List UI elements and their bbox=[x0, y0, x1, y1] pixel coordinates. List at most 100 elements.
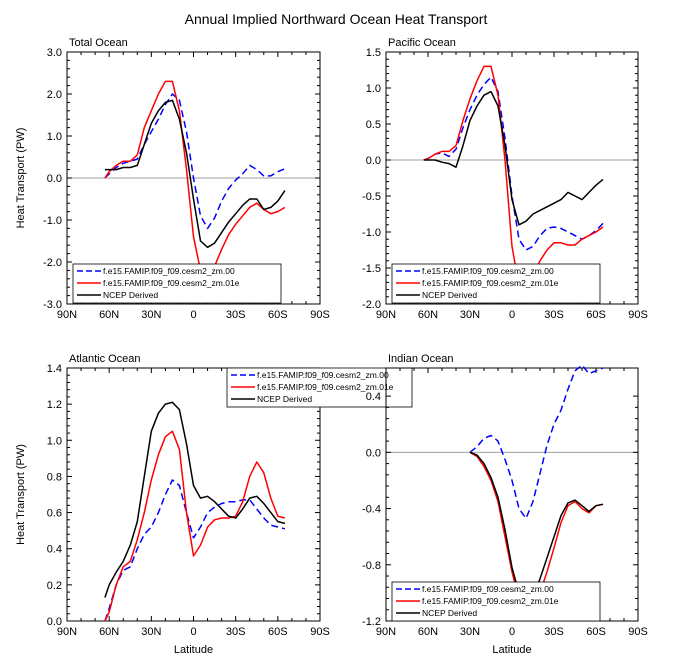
y-tick-label: 0.4 bbox=[47, 544, 62, 556]
y-tick-label: -0.5 bbox=[362, 191, 381, 203]
legend: f.e15.FAMIP.f09_f09.cesm2_zm.00 f.e15.FAM… bbox=[72, 263, 282, 304]
y-tick-label: -1.0 bbox=[43, 215, 62, 227]
series-line-2 bbox=[104, 99, 286, 249]
y-tick-label: -2.0 bbox=[43, 257, 62, 269]
x-tick-label: 60N bbox=[418, 626, 438, 638]
legend-label-1: f.e15.FAMIP.f09_f09.cesm2_zm.01e bbox=[257, 382, 394, 392]
panel-title: Atlantic Ocean bbox=[69, 353, 141, 365]
x-tick-label: 90N bbox=[57, 626, 77, 638]
series-line-0 bbox=[104, 479, 286, 622]
x-tick-label: 90S bbox=[310, 626, 330, 638]
series-line-0 bbox=[423, 76, 604, 251]
y-tick-label: 0.4 bbox=[366, 391, 381, 403]
panels: Total Ocean 90N 60N 30N 0 30S 60S 90S -3.0 -2.0 -1… bbox=[15, 37, 648, 656]
y-tick-label: 0.8 bbox=[47, 471, 62, 483]
series-line-2 bbox=[104, 401, 286, 598]
panel-3: Indian Ocean 90N 60N 30N 0 30S 60S 90S -1.2 -0.8 -… bbox=[362, 353, 648, 656]
x-tick-label: 30N bbox=[141, 309, 161, 321]
series-line-2 bbox=[423, 90, 604, 226]
legend-label-2: NCEP Derived bbox=[103, 290, 158, 300]
legend-label-2: NCEP Derived bbox=[422, 290, 477, 300]
y-axis-label: Heat Transport (PW) bbox=[15, 444, 27, 545]
series-line-2 bbox=[469, 451, 604, 605]
y-tick-label: 3.0 bbox=[47, 47, 62, 59]
y-tick-label: 0.0 bbox=[366, 447, 381, 459]
x-tick-label: 60S bbox=[268, 309, 288, 321]
x-tick-label: 90S bbox=[628, 626, 648, 638]
figure-title: Annual Implied Northward Ocean Heat Tran… bbox=[185, 11, 488, 27]
x-tick-label: 60N bbox=[418, 309, 438, 321]
x-axis-label: Latitude bbox=[492, 644, 531, 656]
y-tick-label: 2.0 bbox=[47, 89, 62, 101]
y-tick-label: 1.0 bbox=[366, 83, 381, 95]
legend-label-2: NCEP Derived bbox=[422, 608, 477, 618]
legend-box bbox=[72, 263, 282, 304]
y-tick-label: 1.0 bbox=[47, 435, 62, 447]
series-line-0 bbox=[104, 93, 286, 230]
x-axis-label: Latitude bbox=[174, 644, 213, 656]
legend: f.e15.FAMIP.f09_f09.cesm2_zm.00 f.e15.FAM… bbox=[391, 581, 601, 622]
y-tick-label: 1.5 bbox=[366, 47, 381, 59]
panel-title: Pacific Ocean bbox=[388, 37, 456, 49]
legend: f.e15.FAMIP.f09_f09.cesm2_zm.00 f.e15.FAM… bbox=[391, 263, 601, 304]
y-tick-label: -0.8 bbox=[362, 560, 381, 572]
legend-label-0: f.e15.FAMIP.f09_f09.cesm2_zm.00 bbox=[422, 584, 554, 594]
x-tick-label: 90N bbox=[57, 309, 77, 321]
y-tick-label: -2.0 bbox=[362, 299, 381, 311]
x-tick-label: 30S bbox=[544, 309, 564, 321]
y-tick-label: 0.6 bbox=[47, 508, 62, 520]
y-tick-label: 0.0 bbox=[47, 616, 62, 628]
panel-title: Indian Ocean bbox=[388, 353, 453, 365]
panel-title: Total Ocean bbox=[69, 37, 128, 49]
x-tick-label: 30S bbox=[226, 309, 246, 321]
y-tick-label: 1.0 bbox=[47, 131, 62, 143]
series-line-1 bbox=[104, 430, 286, 622]
y-tick-label: -1.2 bbox=[362, 616, 381, 628]
panel-2: Atlantic Ocean 90N 60N 30N 0 30S 60S 90S 0.0 0.2 0… bbox=[15, 353, 413, 656]
x-tick-label: 90N bbox=[376, 309, 396, 321]
legend-label-0: f.e15.FAMIP.f09_f09.cesm2_zm.00 bbox=[103, 266, 235, 276]
legend-label-1: f.e15.FAMIP.f09_f09.cesm2_zm.01e bbox=[422, 278, 559, 288]
y-tick-label: -1.0 bbox=[362, 227, 381, 239]
legend-label-2: NCEP Derived bbox=[257, 394, 312, 404]
y-tick-label: -1.5 bbox=[362, 263, 381, 275]
y-tick-label: 1.4 bbox=[47, 363, 62, 375]
x-tick-label: 90N bbox=[376, 626, 396, 638]
y-tick-label: 0.0 bbox=[366, 155, 381, 167]
panel-1: Pacific Ocean 90N 60N 30N 0 30S 60S 90S -2.0 -1.5… bbox=[362, 37, 648, 321]
y-axis-label: Heat Transport (PW) bbox=[15, 128, 27, 229]
y-tick-label: -3.0 bbox=[43, 299, 62, 311]
series-line-0 bbox=[469, 364, 604, 520]
y-tick-label: 1.2 bbox=[47, 399, 62, 411]
legend-box bbox=[226, 367, 413, 408]
x-tick-label: 60N bbox=[99, 309, 119, 321]
y-tick-label: 0.0 bbox=[47, 173, 62, 185]
x-tick-label: 30S bbox=[226, 626, 246, 638]
x-tick-label: 90S bbox=[310, 309, 330, 321]
panel-0: Total Ocean 90N 60N 30N 0 30S 60S 90S -3.0 -2.0 -1… bbox=[15, 37, 330, 321]
x-tick-label: 30N bbox=[460, 309, 480, 321]
x-tick-label: 60S bbox=[586, 309, 606, 321]
legend: f.e15.FAMIP.f09_f09.cesm2_zm.00 f.e15.FAM… bbox=[226, 367, 413, 408]
legend-label-0: f.e15.FAMIP.f09_f09.cesm2_zm.00 bbox=[422, 266, 554, 276]
legend-box bbox=[391, 581, 601, 622]
legend-label-0: f.e15.FAMIP.f09_f09.cesm2_zm.00 bbox=[257, 370, 389, 380]
x-tick-label: 60S bbox=[268, 626, 288, 638]
x-tick-label: 60S bbox=[586, 626, 606, 638]
x-tick-label: 0 bbox=[509, 626, 515, 638]
series-line-1 bbox=[104, 80, 286, 280]
x-tick-label: 0 bbox=[190, 309, 196, 321]
y-tick-label: -0.4 bbox=[362, 504, 381, 516]
x-tick-label: 30N bbox=[141, 626, 161, 638]
x-tick-label: 0 bbox=[190, 626, 196, 638]
x-tick-label: 0 bbox=[509, 309, 515, 321]
x-tick-label: 30N bbox=[460, 626, 480, 638]
legend-box bbox=[391, 263, 601, 304]
x-tick-label: 30S bbox=[544, 626, 564, 638]
series-line-1 bbox=[423, 65, 604, 287]
y-tick-label: 0.5 bbox=[366, 119, 381, 131]
y-tick-label: 0.2 bbox=[47, 580, 62, 592]
x-tick-label: 60N bbox=[99, 626, 119, 638]
legend-label-1: f.e15.FAMIP.f09_f09.cesm2_zm.01e bbox=[103, 278, 240, 288]
